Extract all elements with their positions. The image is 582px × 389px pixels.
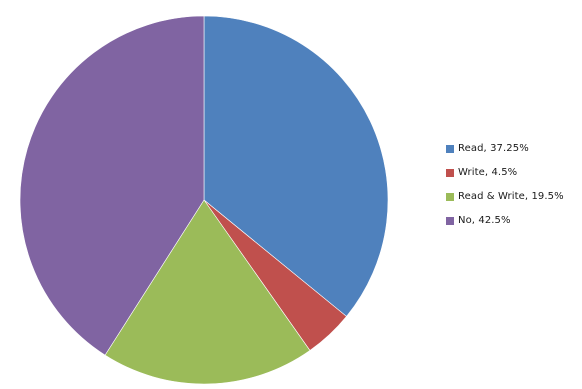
pie-slice-no bbox=[19, 15, 205, 356]
legend-label-no: No, 42.5% bbox=[458, 215, 511, 226]
legend-swatch-read-and-write bbox=[446, 193, 454, 201]
legend-label-read-and-write: Read & Write, 19.5% bbox=[458, 191, 564, 202]
pie-slice-read bbox=[203, 15, 389, 317]
legend-label-read: Read, 37.25% bbox=[458, 143, 529, 154]
pie-slice-read-write bbox=[104, 199, 311, 385]
legend-swatch-no bbox=[446, 217, 454, 225]
chart-legend: Read, 37.25% Write, 4.5% Read & Write, 1… bbox=[446, 143, 582, 239]
pie-slices bbox=[19, 15, 389, 385]
legend-item-read-and-write: Read & Write, 19.5% bbox=[446, 191, 582, 203]
legend-item-write: Write, 4.5% bbox=[446, 167, 582, 179]
legend-swatch-read bbox=[446, 145, 454, 153]
legend-item-read: Read, 37.25% bbox=[446, 143, 582, 155]
legend-label-write: Write, 4.5% bbox=[458, 167, 518, 178]
legend-item-no: No, 42.5% bbox=[446, 215, 582, 227]
legend-swatch-write bbox=[446, 169, 454, 177]
